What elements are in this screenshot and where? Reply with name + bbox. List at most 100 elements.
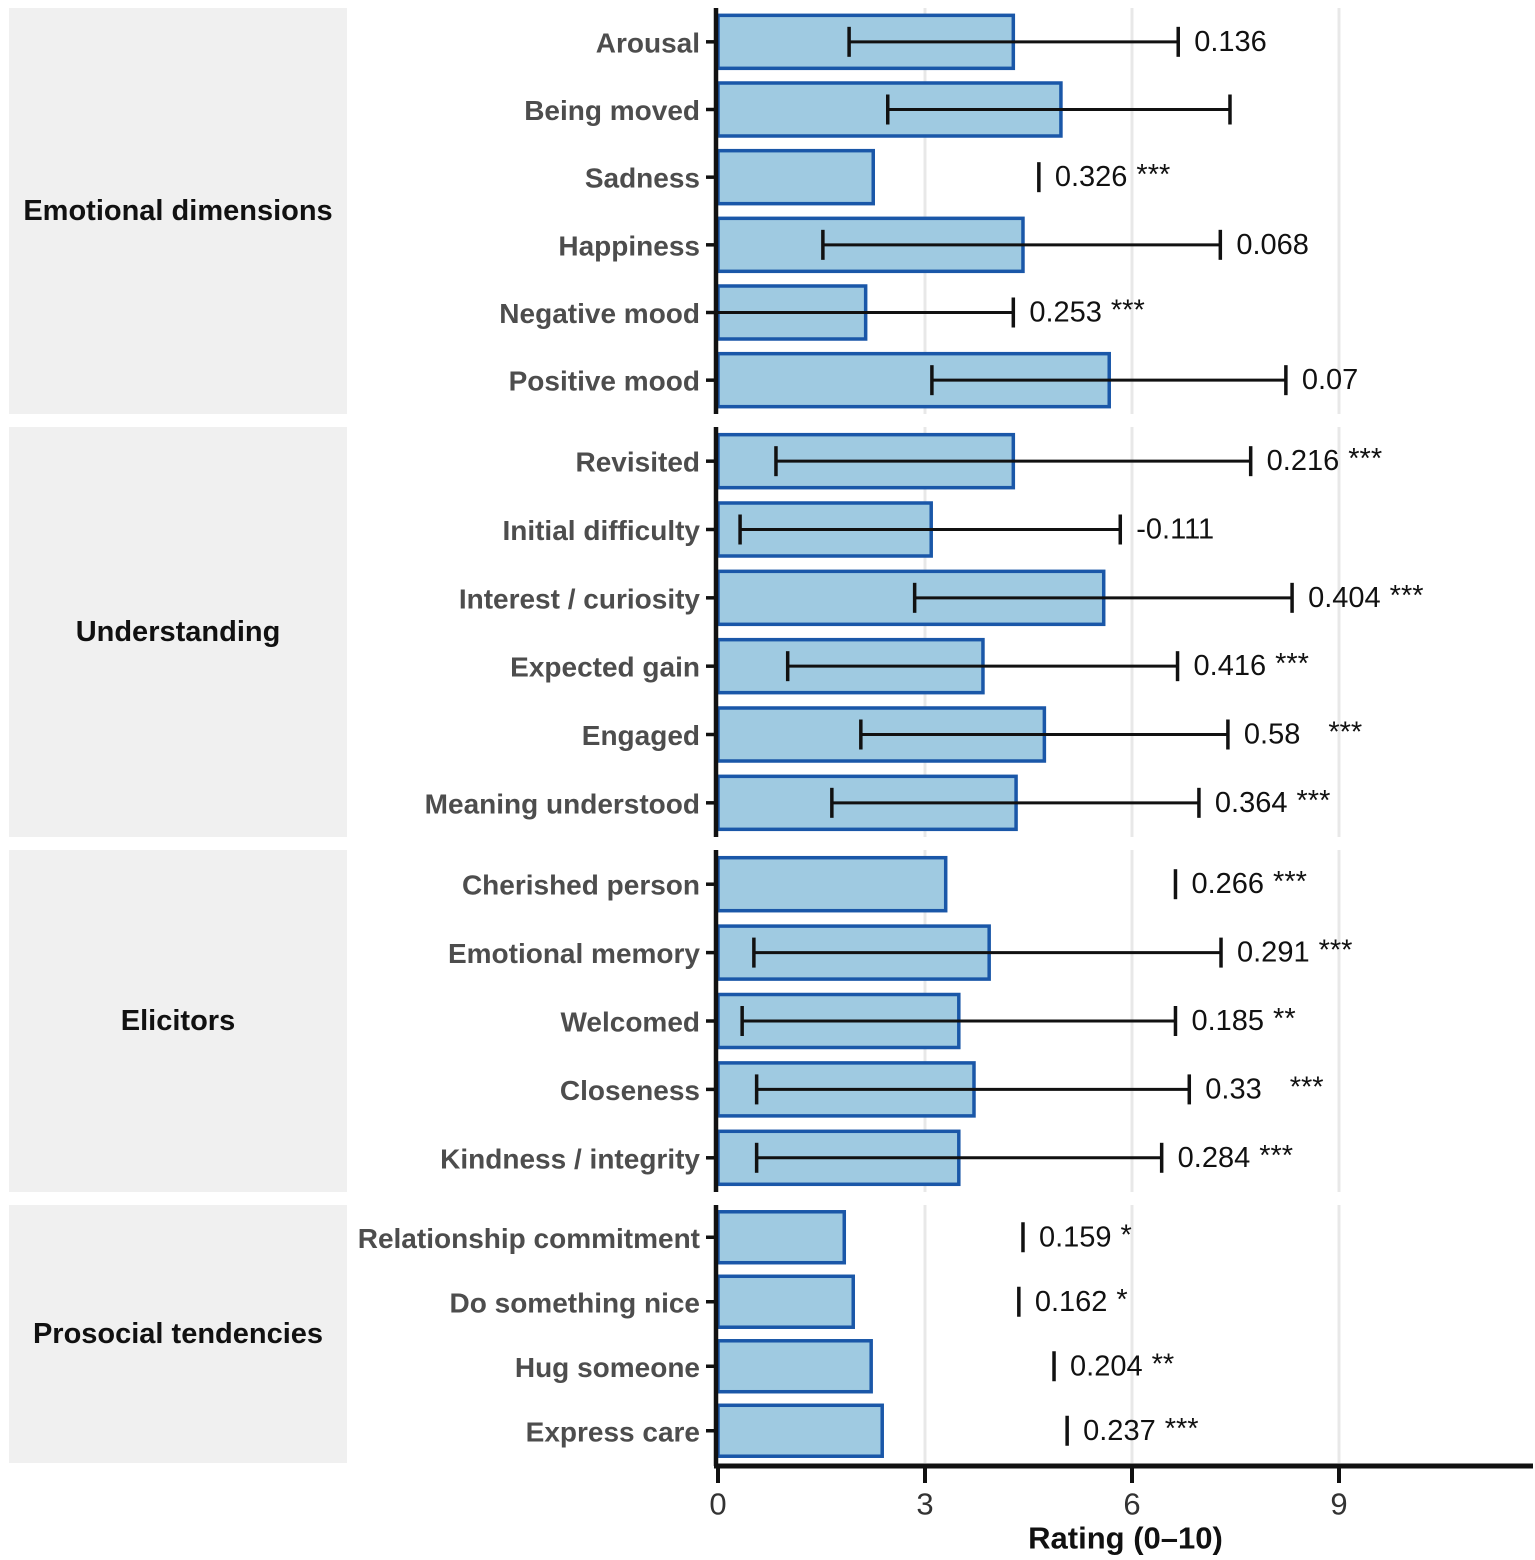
bar xyxy=(716,855,948,913)
row-interest-curiosity: 0.404 *** Interest / curiosity xyxy=(459,569,1424,627)
row-label: Cherished person xyxy=(462,870,700,901)
annotation-value: 0.416 xyxy=(1194,650,1267,682)
significance-stars: *** xyxy=(1390,580,1424,612)
annotation-value: 0.136 xyxy=(1194,26,1267,58)
significance-stars: *** xyxy=(1328,717,1362,749)
row-kindness-integrity: 0.284 *** Kindness / integrity xyxy=(440,1129,1293,1187)
row-revisited: 0.216 *** Revisited xyxy=(576,432,1382,490)
bar xyxy=(716,1403,884,1458)
row-label: Express care xyxy=(526,1416,700,1447)
row-label: Sadness xyxy=(585,163,700,194)
annotation: 0.404 *** xyxy=(1308,580,1423,614)
bar xyxy=(716,1339,873,1394)
annotation-value: 0.162 xyxy=(1035,1286,1108,1318)
annotation: 0.326 *** xyxy=(1055,159,1170,193)
significance-stars: *** xyxy=(1319,935,1353,967)
row-positive-mood: 0.07 Positive mood xyxy=(509,351,1358,409)
row-label: Happiness xyxy=(558,230,700,261)
annotation: 0.266 *** xyxy=(1191,866,1306,900)
bar xyxy=(716,1210,847,1265)
row-label: Closeness xyxy=(560,1075,700,1106)
x-tick-label: 0 xyxy=(709,1487,726,1522)
significance-stars: *** xyxy=(1111,295,1145,327)
annotation-value: 0.07 xyxy=(1302,364,1358,396)
annotation: 0.416 *** xyxy=(1194,648,1309,682)
significance-stars: * xyxy=(1121,1219,1132,1251)
annotation: -0.111 xyxy=(1136,514,1214,546)
panel-elicitors: Elicitors 0.266 *** Cherished person 0.291 **… xyxy=(9,850,1352,1192)
row-label: Meaning understood xyxy=(425,788,700,819)
row-relationship-commitment: 0.159 * Relationship commitment xyxy=(358,1210,1132,1265)
x-tick-label: 9 xyxy=(1330,1487,1347,1522)
annotation-value: 0.284 xyxy=(1178,1142,1251,1174)
significance-stars: ** xyxy=(1273,1003,1296,1035)
annotation-value: 0.216 xyxy=(1267,445,1340,477)
significance-stars: ** xyxy=(1152,1348,1175,1380)
significance-stars: *** xyxy=(1297,785,1331,817)
row-label: Positive mood xyxy=(509,366,700,397)
annotation: 0.291 *** xyxy=(1237,935,1352,969)
row-hug-someone: 0.204 ** Hug someone xyxy=(515,1339,1174,1394)
row-label: Arousal xyxy=(596,27,700,58)
facet-label: Understanding xyxy=(76,616,281,648)
annotation-value: 0.33 xyxy=(1205,1073,1261,1105)
x-axis-title: Rating (0–10) xyxy=(1028,1521,1223,1556)
annotation-value: 0.159 xyxy=(1039,1221,1112,1253)
row-welcomed: 0.185 ** Welcomed xyxy=(560,992,1296,1050)
row-label: Negative mood xyxy=(499,298,700,329)
row-closeness: 0.33 *** Closeness xyxy=(560,1061,1324,1118)
annotation-value: 0.204 xyxy=(1070,1350,1143,1382)
row-label: Hug someone xyxy=(515,1352,700,1383)
facet-box xyxy=(9,850,347,1192)
row-being-moved: Being moved xyxy=(524,81,1232,138)
row-label: Being moved xyxy=(524,95,700,126)
row-label: Kindness / integrity xyxy=(440,1143,700,1174)
significance-stars: *** xyxy=(1136,159,1170,191)
significance-stars: * xyxy=(1116,1284,1127,1316)
row-label: Revisited xyxy=(576,447,701,478)
annotation: 0.068 xyxy=(1236,229,1309,261)
significance-stars: *** xyxy=(1165,1413,1199,1445)
x-tick-label: 6 xyxy=(1123,1487,1140,1522)
annotation-value: 0.068 xyxy=(1236,229,1309,261)
facet-box xyxy=(9,8,347,414)
facet-box xyxy=(9,427,347,837)
facet-box xyxy=(9,1205,347,1463)
row-label: Expected gain xyxy=(510,652,700,683)
annotation: 0.204 ** xyxy=(1070,1348,1174,1382)
row-label: Initial difficulty xyxy=(502,515,700,546)
annotation-value: 0.237 xyxy=(1083,1415,1156,1447)
significance-stars: *** xyxy=(1348,443,1382,475)
annotation-value: 0.326 xyxy=(1055,161,1128,193)
significance-stars: *** xyxy=(1259,1140,1293,1172)
bar xyxy=(716,1274,855,1329)
annotation: 0.216 *** xyxy=(1267,443,1382,477)
row-do-something-nice: 0.162 * Do something nice xyxy=(450,1274,1128,1329)
annotation-value: 0.266 xyxy=(1191,868,1264,900)
annotation-value: 0.253 xyxy=(1029,297,1102,329)
annotation: 0.364 *** xyxy=(1215,785,1330,819)
annotation-value: 0.364 xyxy=(1215,787,1288,819)
x-tick-label: 3 xyxy=(916,1487,933,1522)
significance-stars: *** xyxy=(1290,1071,1324,1103)
row-label: Welcomed xyxy=(560,1007,700,1038)
annotation: 0.159 * xyxy=(1039,1219,1132,1253)
facet-label: Prosocial tendencies xyxy=(33,1318,323,1350)
annotation: 0.284 *** xyxy=(1178,1140,1293,1174)
significance-stars: *** xyxy=(1273,866,1307,898)
row-cherished-person: 0.266 *** Cherished person xyxy=(462,855,1307,913)
annotation: 0.136 xyxy=(1194,26,1267,58)
annotation: 0.07 xyxy=(1302,364,1358,396)
row-label: Interest / curiosity xyxy=(459,583,701,614)
row-label: Emotional memory xyxy=(448,938,700,969)
significance-stars: *** xyxy=(1275,648,1309,680)
row-expected-gain: 0.416 *** Expected gain xyxy=(510,637,1309,695)
annotation: 0.253 *** xyxy=(1029,295,1144,329)
annotation-value: 0.58 xyxy=(1244,719,1300,751)
row-label: Engaged xyxy=(582,720,700,751)
annotation-value: -0.111 xyxy=(1136,514,1214,546)
annotation: 0.33 *** xyxy=(1205,1071,1323,1105)
annotation-value: 0.291 xyxy=(1237,937,1310,969)
